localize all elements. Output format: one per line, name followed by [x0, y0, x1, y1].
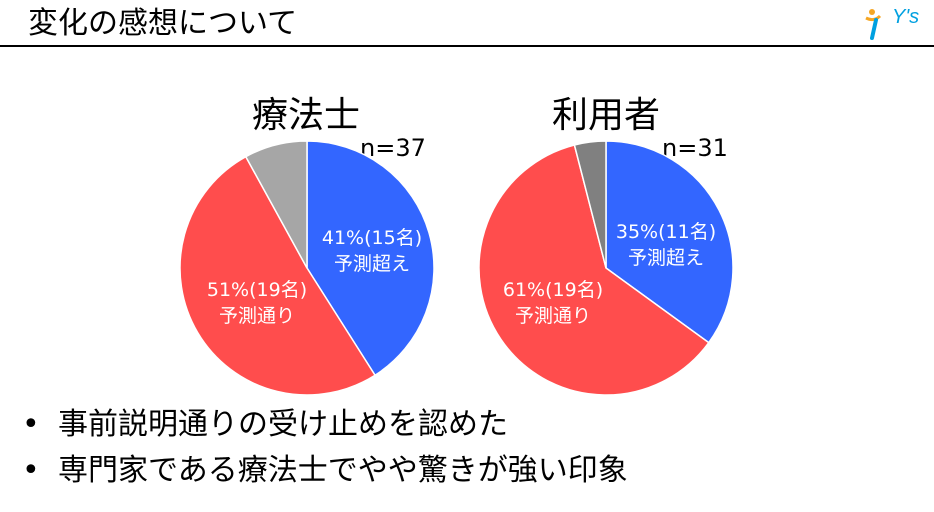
pie-2-title: 利用者: [551, 95, 660, 136]
ys-logo-icon: [865, 9, 882, 40]
pie-2-slice-2-label-1: 61%(19名): [503, 279, 603, 301]
pie-1-slice-2: [179, 155, 377, 396]
pie-1-slice-1-label-1: 41%(15名): [322, 227, 422, 249]
bullet-text-1: 事前説明通りの受け止めを認めた: [58, 407, 508, 442]
slide-title: 変化の感想について: [28, 6, 298, 41]
pie-1-title: 療法士: [251, 95, 360, 136]
pie-1-slice-2-label-1: 51%(19名): [207, 279, 307, 301]
pie-1-n-label: n=37: [360, 134, 426, 162]
pie-1-slice-1-label-2: 予測超え: [334, 253, 410, 275]
pie-1-slice-3: [244, 140, 308, 269]
pie-2-n-label: n=31: [662, 134, 728, 162]
pie-2-slice-1-label-2: 予測超え: [628, 247, 704, 269]
bullet-mark: •: [22, 453, 40, 488]
bullet-item-1: • 事前説明通りの受け止めを認めた: [22, 402, 628, 448]
bullet-mark: •: [22, 407, 40, 442]
pie-2-slice-2: [478, 144, 710, 396]
pie-2-slice-1: [605, 140, 734, 344]
logo-text: Y's: [892, 6, 920, 28]
pie-2-slice-1-label-1: 35%(11名): [616, 221, 716, 243]
pie-2-slice-2-label-2: 予測通り: [515, 305, 591, 327]
bullet-list: • 事前説明通りの受け止めを認めた • 専門家である療法士でやや驚きが強い印象: [22, 402, 628, 494]
bullet-text-2: 専門家である療法士でやや驚きが強い印象: [58, 453, 628, 488]
bullet-item-2: • 専門家である療法士でやや驚きが強い印象: [22, 448, 628, 494]
pie-2-slice-3: [573, 140, 607, 269]
pie-1-slice-2-label-2: 予測通り: [219, 305, 295, 327]
title-underline: [0, 45, 934, 47]
